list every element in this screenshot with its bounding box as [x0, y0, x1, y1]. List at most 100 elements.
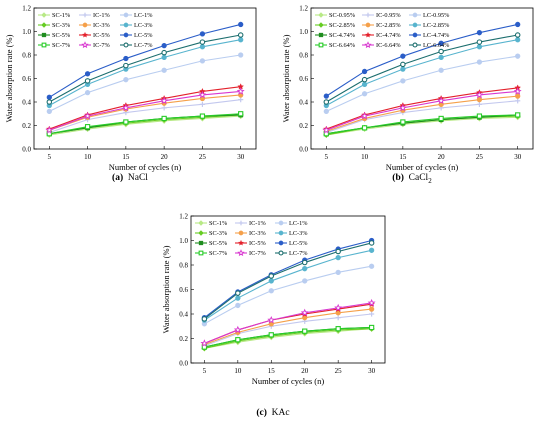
data-point	[199, 44, 206, 50]
legend-item: SC-5%	[195, 240, 228, 247]
data-point	[161, 42, 167, 49]
data-point	[123, 62, 129, 69]
data-point	[235, 337, 241, 343]
data-point	[438, 48, 444, 55]
legend: SC-0.95% IC-0.95% LC-0.95% SC-2.85% IC-2.85%…	[315, 12, 450, 49]
legend-swatch-marker	[123, 32, 129, 38]
legend-label: IC-1%	[249, 220, 267, 227]
panel-caption: (a) NaCl	[112, 172, 148, 183]
data-point	[46, 108, 52, 115]
x-tick-label: 10	[361, 153, 369, 161]
data-point	[199, 58, 206, 64]
y-axis-title: Water absorption rate (%)	[281, 34, 291, 122]
x-tick-label: 15	[122, 153, 130, 161]
legend-label: IC-0.95%	[376, 12, 401, 19]
series-IC-6.64%	[322, 87, 522, 134]
data-point	[515, 112, 521, 118]
caption-letter: (b)	[392, 172, 404, 183]
series-line	[326, 34, 518, 103]
legend-label: LC-4.74%	[423, 32, 450, 39]
data-point	[476, 113, 483, 119]
y-axis-title: Water absorption rate (%)	[161, 245, 171, 333]
data-point	[301, 259, 308, 266]
series-line	[204, 308, 372, 346]
x-tick-label: 10	[84, 153, 92, 161]
data-point	[238, 52, 244, 58]
legend-label: LC-6.64%	[423, 42, 450, 49]
series-line	[49, 39, 241, 107]
x-tick-label: 5	[203, 367, 207, 375]
series-IC-7%	[45, 87, 245, 134]
y-tick-label: 0.4	[299, 99, 308, 107]
legend-label: IC-3%	[249, 230, 267, 237]
data-point	[199, 39, 206, 45]
series-line	[204, 326, 372, 348]
legend-swatch-marker	[412, 22, 418, 28]
data-point	[476, 101, 483, 107]
legend-item: IC-2.85%	[362, 22, 401, 29]
legend-label: IC-5%	[249, 240, 267, 247]
data-point	[360, 111, 369, 120]
data-point	[323, 93, 329, 99]
y-tick-label: 0.6	[179, 286, 188, 294]
series-LC-0.95%	[323, 53, 521, 115]
series-line	[326, 87, 518, 130]
data-point	[398, 103, 407, 112]
data-point	[368, 324, 375, 331]
data-point	[515, 21, 521, 28]
data-point	[335, 326, 341, 332]
data-point	[200, 339, 209, 347]
legend-swatch-marker	[318, 42, 324, 48]
legend-item: SC-7%	[195, 250, 228, 257]
data-point	[83, 111, 92, 120]
series-line	[204, 302, 372, 344]
data-point	[369, 311, 375, 317]
series-line	[326, 114, 518, 135]
data-point	[238, 21, 244, 28]
data-point	[475, 90, 484, 99]
y-tick-label: 0.6	[299, 75, 308, 83]
data-point	[361, 76, 368, 83]
x-axis-title: Number of cycles (n)	[386, 162, 459, 172]
legend-label: IC-7%	[249, 250, 267, 257]
series-line	[326, 39, 518, 107]
data-point	[45, 126, 54, 134]
caption-name: KAc	[272, 408, 290, 418]
legend: SC-1% IC-1% LC-1% SC-3% IC-3% LC-3% SC-5% IC-5%…	[38, 12, 153, 49]
legend-label: LC-1%	[134, 12, 153, 19]
data-point	[268, 288, 274, 294]
legend-item: LC-7%	[275, 250, 308, 257]
y-tick-label: 1.0	[22, 28, 31, 36]
legend-item: SC-3%	[195, 230, 228, 237]
series-line	[49, 23, 241, 98]
series-line	[204, 249, 372, 321]
legend-item: LC-5%	[275, 240, 308, 247]
legend-swatch-marker	[278, 230, 284, 236]
legend-label: LC-5%	[289, 240, 308, 247]
y-tick-label: 0.8	[179, 262, 188, 270]
legend-label: SC-7%	[52, 42, 71, 49]
series-SC-0.95%	[323, 114, 521, 138]
caption-name: CaCl	[409, 173, 429, 183]
series-line	[326, 116, 518, 136]
data-point	[361, 68, 368, 75]
legend-swatch-marker	[412, 32, 418, 38]
legend-swatch-marker	[412, 42, 418, 48]
legend-swatch-marker	[81, 41, 89, 49]
legend-label: LC-7%	[289, 250, 308, 257]
legend-item: LC-0.95%	[409, 12, 450, 19]
x-tick-label: 30	[237, 153, 245, 161]
legend-item: SC-7%	[38, 42, 71, 49]
legend-swatch-marker	[318, 12, 324, 18]
data-point	[438, 54, 444, 60]
legend-label: SC-2.85%	[329, 22, 356, 29]
legend: SC-1% IC-1% LC-1% SC-3% IC-3% LC-3% SC-5% IC-5%…	[195, 220, 308, 257]
data-point	[238, 111, 244, 117]
data-point	[513, 87, 522, 95]
caption-letter: (c)	[256, 407, 267, 418]
data-point	[400, 66, 406, 72]
y-tick-label: 1.2	[179, 213, 188, 221]
data-point	[335, 269, 341, 275]
x-tick-label: 15	[268, 367, 276, 375]
data-point	[515, 53, 521, 59]
